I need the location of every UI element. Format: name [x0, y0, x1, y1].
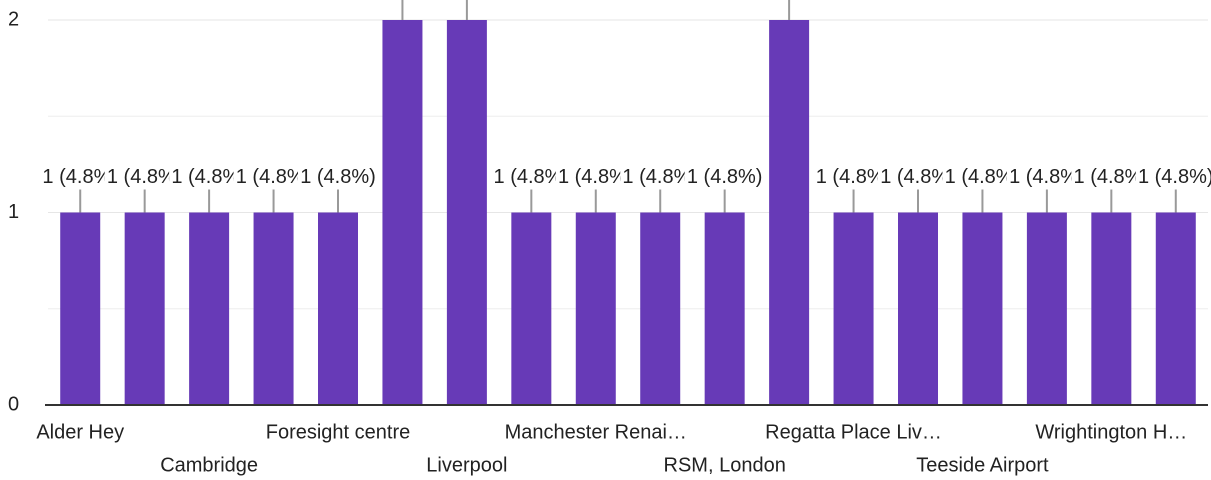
value-label: 1 (4.8%) — [494, 166, 570, 188]
label-bg — [684, 165, 765, 190]
x-tick-label: RSM, London — [664, 454, 786, 476]
x-tick-label: Regatta Place Liv… — [765, 421, 942, 443]
value-label: 1 (4.8%) — [1138, 166, 1211, 188]
x-tick-label: Teeside Airport — [916, 454, 1049, 476]
x-tick-label: Foresight centre — [266, 421, 411, 443]
value-label: 1 (4.8%) — [687, 166, 763, 188]
bar — [898, 212, 938, 405]
value-label: 1 (4.8%) — [816, 166, 892, 188]
bar — [189, 212, 230, 405]
x-tick-label: Liverpool — [426, 454, 507, 476]
value-label: 1 (4.8%) — [236, 166, 312, 188]
bar — [124, 212, 165, 405]
label-bg — [1135, 165, 1211, 190]
bar — [511, 212, 552, 405]
value-label: 1 (4.8%) — [558, 166, 634, 188]
bar — [962, 212, 1003, 405]
x-tick-label: Cambridge — [160, 454, 258, 476]
value-label: 1 (4.8%) — [880, 166, 956, 188]
bar — [318, 212, 358, 405]
y-tick-label: 0 — [8, 393, 19, 415]
y-tick-label: 2 — [8, 8, 19, 30]
x-tick-label: Alder Hey — [36, 421, 124, 443]
bar — [60, 212, 101, 405]
bar — [833, 212, 874, 405]
bar — [1091, 212, 1132, 405]
bar — [704, 212, 745, 405]
bar — [1155, 212, 1196, 405]
y-tick-label: 1 — [8, 201, 19, 223]
value-label: 1 (4.8%) — [107, 166, 183, 188]
bar — [575, 212, 616, 405]
bar — [446, 20, 487, 405]
x-tick-label: Wrightington H… — [1035, 421, 1187, 443]
value-label: 1 (4.8%) — [300, 166, 376, 188]
value-label: 1 (4.8%) — [945, 166, 1021, 188]
value-label: 1 (4.8%) — [171, 166, 247, 188]
value-label: 1 (4.8%) — [1009, 166, 1085, 188]
value-label: 1 (4.8%) — [1074, 166, 1150, 188]
label-bg — [298, 165, 378, 190]
bar — [253, 212, 294, 405]
bar — [640, 212, 681, 405]
x-tick-label: Manchester Renai… — [505, 421, 687, 443]
value-label: 1 (4.8%) — [42, 166, 118, 188]
bar — [769, 20, 810, 405]
value-label: 1 (4.8%) — [622, 166, 698, 188]
bar — [382, 20, 423, 405]
bar — [1026, 212, 1067, 405]
